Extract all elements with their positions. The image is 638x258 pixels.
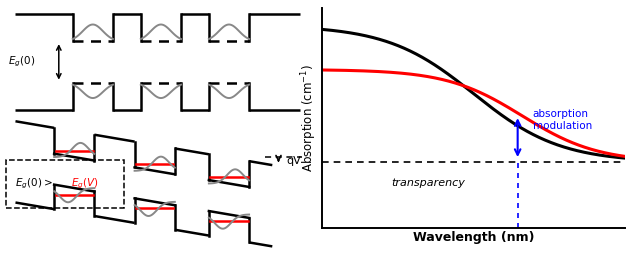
Text: $E_g(0)$: $E_g(0)$ [8, 55, 36, 69]
Text: transparency: transparency [391, 178, 465, 188]
Text: $E_g(V)$: $E_g(V)$ [71, 177, 99, 191]
Y-axis label: Absorption (cm$^{-1}$): Absorption (cm$^{-1}$) [300, 64, 320, 172]
Text: absorption
modulation: absorption modulation [533, 109, 592, 131]
Text: $E_g(0) > $: $E_g(0) > $ [15, 177, 54, 191]
Text: qV: qV [286, 156, 301, 166]
FancyBboxPatch shape [6, 160, 124, 208]
X-axis label: Wavelength (nm): Wavelength (nm) [413, 231, 535, 244]
